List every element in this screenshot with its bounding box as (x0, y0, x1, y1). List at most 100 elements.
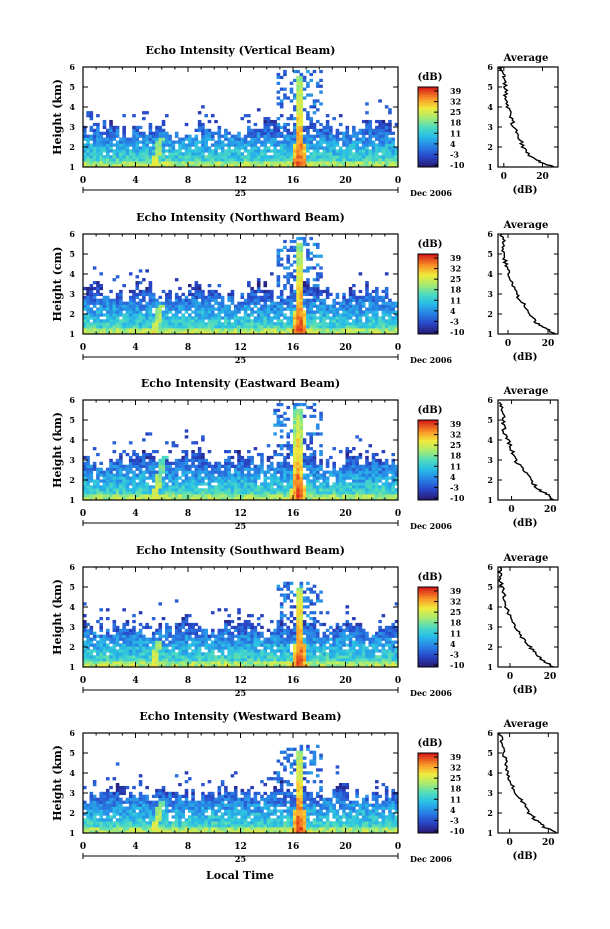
heatmap-cell (128, 164, 133, 168)
heatmap-cell (250, 161, 254, 165)
heatmap-cell (135, 137, 140, 141)
heatmap-cell (184, 476, 189, 480)
heatmap-cell (92, 164, 97, 168)
heatmap-cell (296, 137, 300, 141)
heatmap-cell (375, 331, 379, 335)
heatmap-cell (332, 488, 336, 492)
heatmap-cell (102, 137, 107, 141)
heatmap-cell (345, 310, 350, 314)
heatmap-cell (168, 328, 172, 332)
heatmap-cell (309, 438, 313, 442)
heatmap-cell (191, 455, 195, 460)
heatmap-cell (286, 316, 291, 320)
heatmap-cell (276, 331, 281, 335)
heatmap-cell (210, 494, 215, 498)
heatmap-cell (151, 313, 156, 317)
heatmap-cell (365, 161, 369, 165)
heatmap-cell (105, 646, 110, 650)
heatmap-cell (230, 134, 235, 138)
heatmap-cell (293, 134, 297, 138)
heatmap-cell (119, 497, 123, 501)
heatmap-cell (227, 464, 231, 468)
heatmap-cell (279, 114, 284, 118)
heatmap-cell (365, 331, 369, 335)
heatmap-cell (105, 476, 110, 480)
heatmap-cell (115, 634, 120, 638)
heatmap-cell (302, 149, 307, 153)
heatmap-cell (361, 485, 366, 489)
heatmap-cell (112, 476, 117, 480)
heatmap-cell (322, 494, 327, 498)
heatmap-cell (227, 143, 231, 147)
heatmap-cell (276, 444, 281, 448)
heatmap-cell (96, 646, 100, 650)
heatmap-cell (227, 470, 231, 474)
heatmap-cell (299, 331, 304, 335)
heatmap-cell (132, 316, 136, 320)
heatmap-cell (92, 131, 97, 135)
heatmap-cell (348, 325, 353, 329)
heatmap-cell (253, 140, 258, 144)
heatmap-cell (132, 298, 136, 302)
heatmap-cell (230, 482, 235, 486)
heatmap-cell (250, 461, 254, 465)
heatmap-cell (286, 470, 291, 474)
heatmap-cell (83, 614, 87, 618)
heatmap-cell (165, 631, 169, 635)
heatmap-cell (188, 301, 192, 305)
heatmap-cell (319, 414, 323, 418)
heatmap-cell (263, 301, 268, 305)
heatmap-cell (279, 146, 284, 150)
heatmap-cell (148, 134, 153, 138)
heatmap-cell (138, 461, 143, 465)
heatmap-cell (240, 461, 245, 465)
heatmap-cell (289, 488, 294, 492)
heatmap-cell (102, 658, 107, 662)
heatmap-cell (263, 284, 268, 288)
heatmap-cell (260, 152, 264, 156)
heatmap-cell (217, 476, 222, 480)
heatmap-cell (178, 494, 182, 498)
heatmap-cell (260, 455, 264, 460)
heatmap-cell (329, 328, 333, 332)
heatmap-cell (293, 275, 297, 279)
heatmap-cell (358, 146, 363, 150)
heatmap-cell (319, 301, 323, 305)
heatmap-cell (365, 491, 369, 495)
heatmap-cell (296, 488, 300, 492)
heatmap-cell (276, 122, 281, 127)
heatmap-cell (145, 292, 149, 297)
heatmap-cell (306, 114, 310, 118)
heatmap-cell (293, 164, 297, 168)
heatmap-cell (309, 289, 313, 294)
heatmap-cell (355, 485, 359, 489)
heatmap-cell (128, 152, 133, 156)
heatmap-cell (151, 322, 156, 326)
colorbar-unit: (dB) (418, 72, 443, 83)
heatmap-cell (296, 146, 300, 150)
heatmap-cell (168, 289, 172, 294)
heatmap-cell (388, 482, 392, 486)
heatmap-cell (115, 640, 120, 644)
heatmap-cell (184, 331, 189, 335)
heatmap-cell (384, 286, 389, 291)
heatmap-cell (296, 108, 300, 112)
heatmap-cell (371, 322, 376, 326)
heatmap-cell (365, 298, 369, 302)
heatmap-cell (279, 473, 284, 477)
heatmap-cell (122, 643, 126, 647)
heatmap-cell (381, 461, 386, 465)
heatmap-cell (237, 304, 241, 308)
heatmap-cell (384, 458, 389, 463)
heatmap-cell (204, 325, 208, 329)
heatmap-cell (358, 331, 363, 335)
heatmap-cell (86, 134, 90, 138)
heatmap-cell (319, 272, 323, 276)
heatmap-cell (138, 464, 143, 468)
heatmap-cell (306, 134, 310, 138)
heatmap-cell (184, 322, 189, 326)
heatmap-cell (125, 155, 130, 159)
heatmap-cell (161, 325, 166, 329)
heatmap-cell (299, 143, 304, 147)
heatmap-cell (138, 125, 143, 130)
